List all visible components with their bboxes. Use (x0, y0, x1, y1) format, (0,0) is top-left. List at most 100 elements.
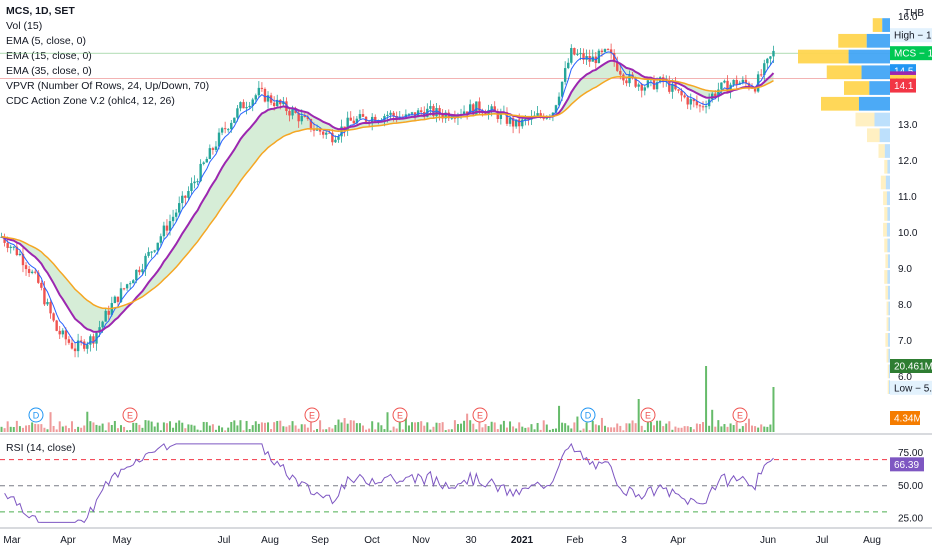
volume-bar (386, 412, 389, 432)
event-marker-circle (732, 407, 748, 423)
candle-body (297, 112, 300, 122)
volume-bar (619, 425, 622, 432)
cdc-zone-fill (1, 60, 774, 332)
volume-bar (21, 427, 24, 432)
vpvr-bar-down (886, 348, 889, 363)
rsi-line (4, 442, 774, 524)
vpvr-bar-down (886, 317, 889, 332)
vpvr-bar-down (886, 301, 889, 316)
candle-body (196, 181, 199, 183)
vpvr-bar-down (821, 96, 859, 111)
indicator-ema5[interactable]: EMA (5, close, 0) (6, 35, 86, 47)
candle-body (472, 104, 475, 115)
candle-body (211, 148, 215, 150)
candle-body (141, 269, 144, 273)
rsi-tick-label: 50.00 (898, 481, 923, 492)
volume-bar (52, 425, 55, 432)
volume-bar (432, 426, 435, 432)
candle-body (156, 242, 159, 251)
candle-body (763, 63, 766, 76)
candle-body (233, 117, 236, 123)
volume-bar (478, 421, 481, 432)
vpvr-bar-down (878, 144, 885, 158)
volume-bar (0, 426, 3, 432)
x-tick-label: 2021 (511, 535, 534, 546)
volume-bar (695, 423, 698, 432)
volume-bar (420, 421, 423, 432)
candle-body (79, 340, 83, 342)
indicator-vpvr[interactable]: VPVR (Number Of Rows, 24, Up/Down, 70) (6, 80, 210, 92)
volume-tag-text: 20.461M (894, 362, 932, 373)
ema35-line (1, 76, 774, 310)
candle-body (717, 89, 720, 97)
vpvr-bar-down (884, 238, 888, 253)
candle-body (441, 114, 444, 119)
volume-bar (530, 424, 533, 432)
candle-body (171, 216, 175, 222)
indicator-ema35[interactable]: EMA (35, close, 0) (6, 65, 92, 77)
event-marker-label: E (127, 411, 133, 421)
volume-bar (74, 429, 77, 432)
volume-bar (631, 420, 634, 432)
candle-body (263, 88, 267, 102)
volume-bar (334, 424, 337, 432)
candle-body (98, 327, 101, 333)
volume-bar (698, 424, 701, 432)
candle-body (539, 113, 542, 116)
vpvr-bar-up (858, 96, 890, 111)
candle-body (465, 111, 469, 115)
volume-bar (9, 426, 12, 432)
volume-bar (309, 421, 312, 432)
indicator-cdc[interactable]: CDC Action Zone V.2 (ohlc4, 12, 26) (6, 95, 175, 107)
volume-bar (702, 422, 705, 432)
vpvr-bar-down (887, 364, 889, 379)
candle-body (701, 106, 705, 108)
candle-body (714, 93, 717, 97)
candle-body (349, 117, 352, 121)
volume-bar (665, 423, 668, 432)
volume-bars (0, 366, 775, 432)
volume-bar (205, 422, 208, 432)
event-marker: E (392, 407, 408, 423)
vpvr-bar-up (887, 159, 890, 174)
indicator-vol[interactable]: Vol (15) (6, 20, 43, 32)
candle-body (76, 340, 80, 352)
volume-bar (607, 427, 610, 432)
candle-body (386, 114, 389, 117)
volume-bar (456, 424, 459, 432)
vpvr-bar-down (880, 175, 886, 190)
volume-bar (297, 428, 300, 432)
volume-bar (659, 420, 662, 432)
candle-body (294, 109, 297, 113)
candle-body (395, 115, 398, 120)
candle-body (199, 163, 202, 182)
candle-body (671, 83, 674, 92)
vpvr-bar-down (885, 285, 888, 300)
vpvr-bar-up (888, 301, 890, 316)
volume-bar (453, 420, 456, 432)
candle-body (181, 195, 184, 204)
candle-body (254, 95, 257, 100)
volume-bar (340, 422, 343, 432)
candle-body (735, 79, 738, 85)
candle-body (40, 282, 43, 288)
symbol-title[interactable]: MCS, 1D, SET (6, 5, 75, 17)
vpvr-bar-down (887, 380, 889, 394)
x-tick-label: 30 (465, 535, 477, 546)
candle-body (257, 87, 261, 96)
volume-bar (585, 422, 588, 432)
volume-bar (625, 423, 628, 432)
volume-bar (640, 425, 643, 432)
candle-body (70, 342, 74, 349)
candle-body (325, 132, 328, 135)
volume-bar (346, 423, 349, 432)
rsi-title[interactable]: RSI (14, close) (6, 442, 76, 454)
volume-bar (576, 416, 579, 432)
volume-bar (276, 420, 279, 432)
x-tick-label: Jun (760, 535, 776, 546)
volume-bar (294, 425, 297, 432)
volume-bar (554, 428, 557, 432)
volume-bar (224, 430, 227, 432)
candle-body (493, 106, 496, 112)
